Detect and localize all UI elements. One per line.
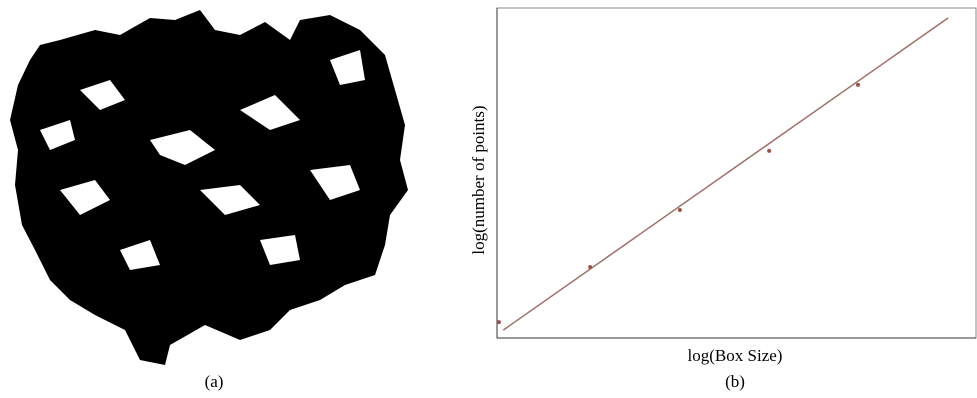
fractal-image (10, 10, 408, 365)
caption: (b) (725, 372, 745, 391)
figure: (a) log(Box Size) log(number of points) … (0, 0, 977, 398)
data-point (678, 208, 682, 212)
plot-frame (497, 8, 976, 338)
data-point (856, 83, 860, 87)
data-point (497, 320, 501, 324)
data-point (767, 149, 771, 153)
data-point (588, 265, 592, 269)
x-axis-label: log(Box Size) (688, 346, 783, 365)
caption: (a) (205, 372, 224, 391)
fit-line (503, 18, 948, 330)
y-axis-label: log(number of points) (469, 105, 488, 254)
